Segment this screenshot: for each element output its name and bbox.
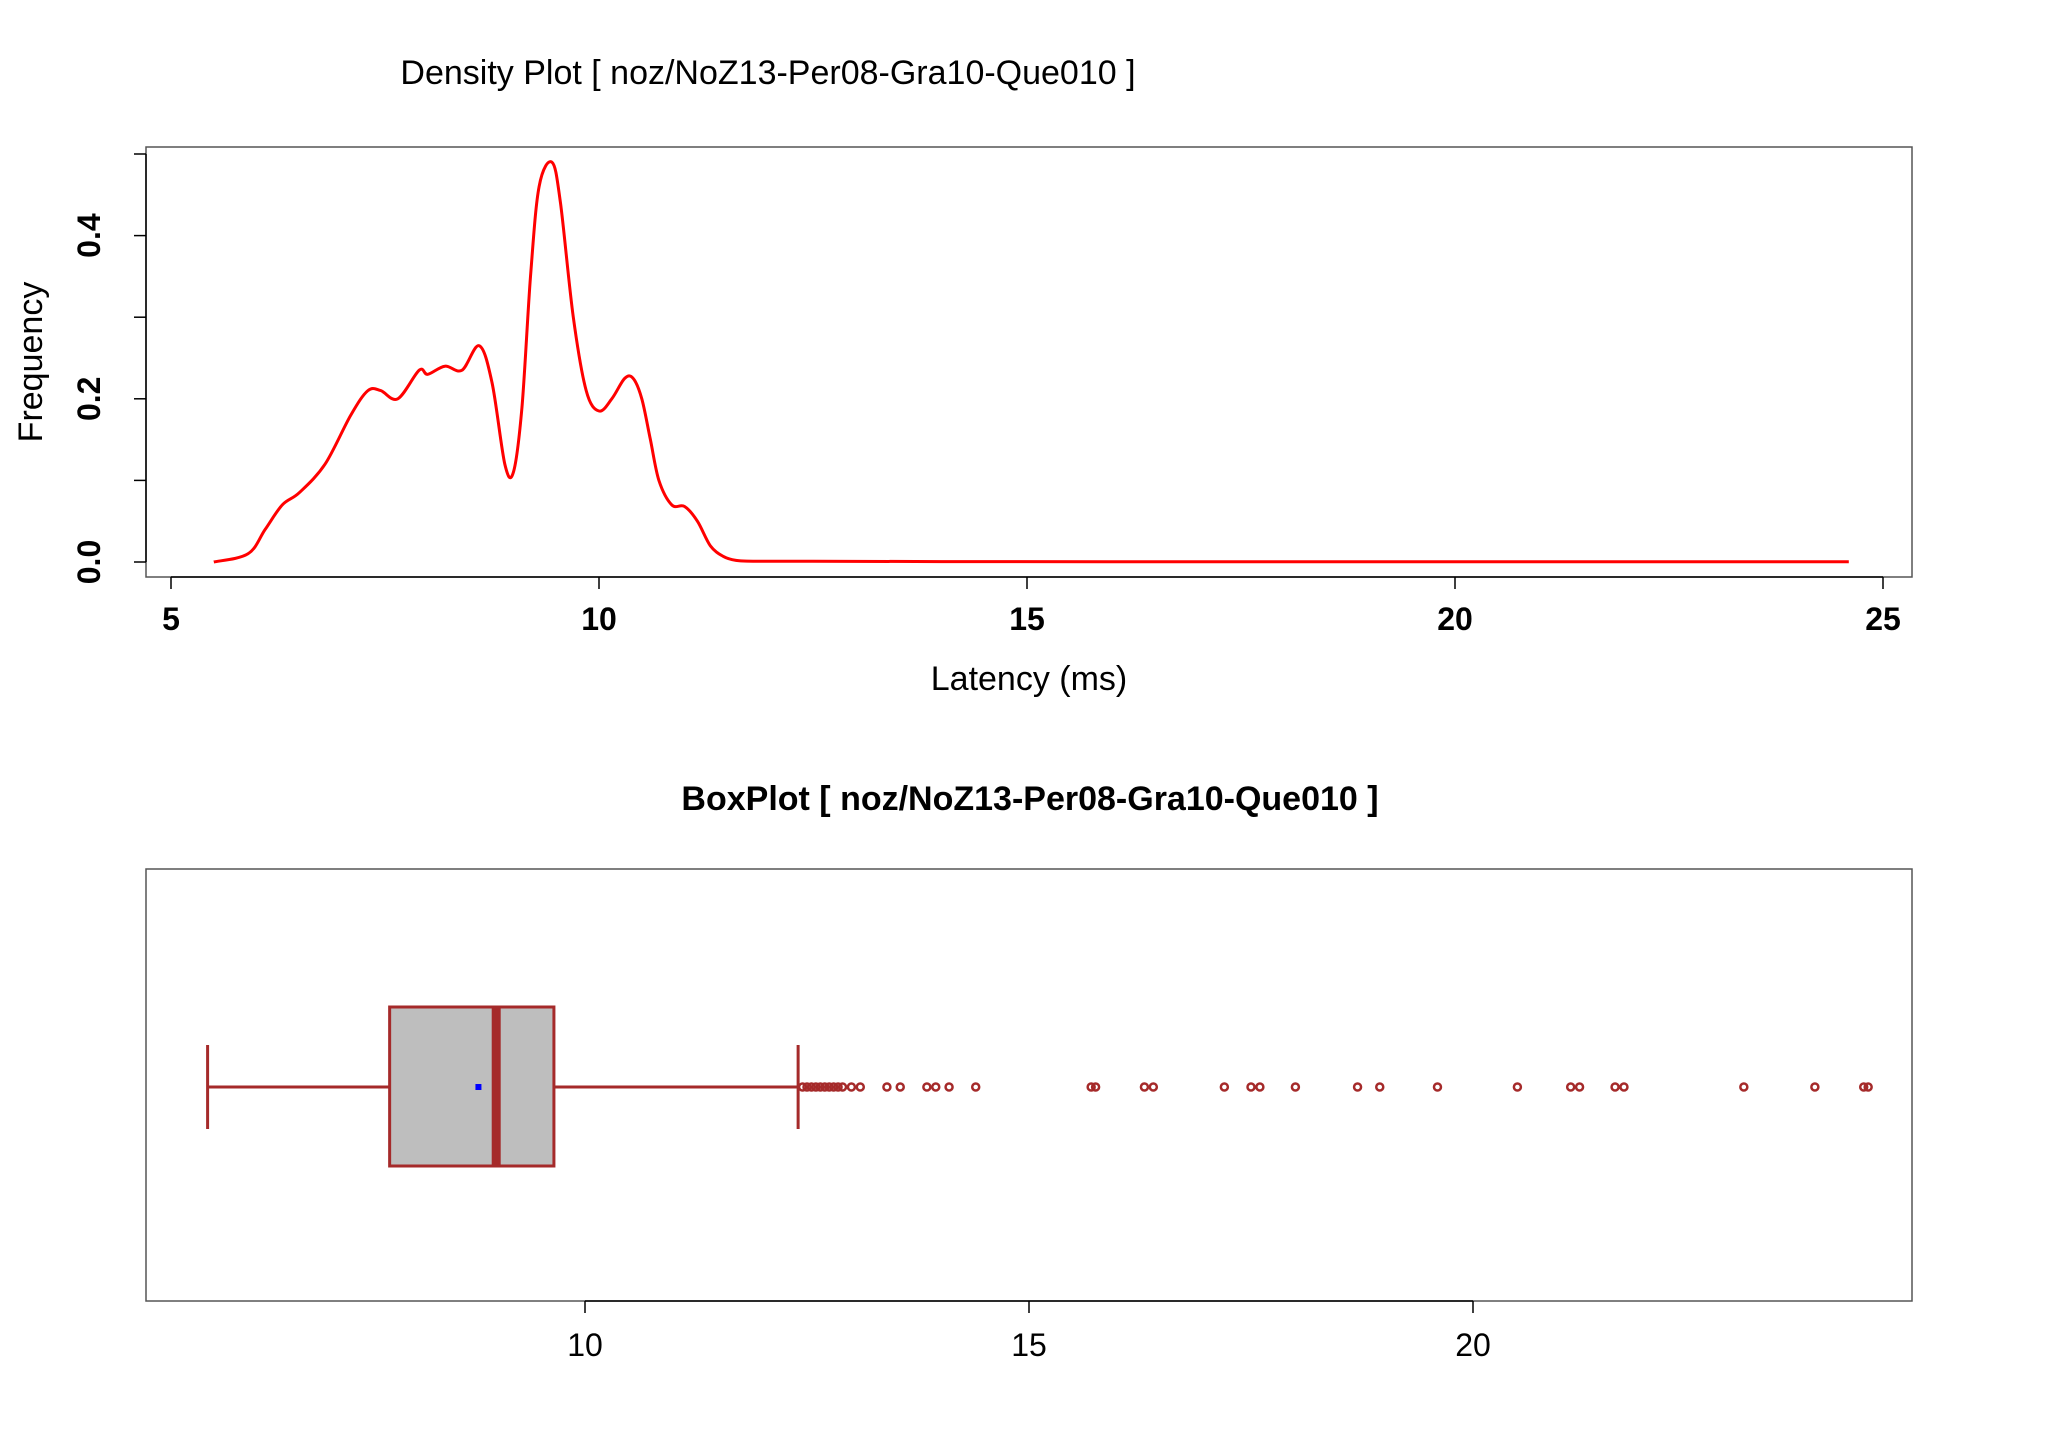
box-outlier-point [802, 1082, 812, 1092]
box-plot: BoxPlot [ noz/NoZ13-Per08-Gra10-Que010 ]… [145, 780, 1913, 1363]
box-outlier-point [1090, 1082, 1101, 1092]
box-outlier-point [824, 1082, 834, 1092]
box-outlier-point [855, 1082, 866, 1092]
box-outlier-point [1290, 1082, 1301, 1092]
density-x-tick-label: 5 [162, 601, 180, 637]
box-x-tick-label: 20 [1455, 1327, 1491, 1363]
box-outlier-point [1863, 1082, 1873, 1092]
box-outlier-point [806, 1082, 817, 1092]
density-y-axis: 0.0 0.2 0.4 [71, 153, 147, 584]
density-y-tick-label: 0.0 [71, 540, 107, 584]
box-outlier-point [1375, 1082, 1385, 1092]
density-x-tick-label: 25 [1865, 601, 1901, 637]
density-title: Density Plot [ noz/NoZ13-Per08-Gra10-Que… [400, 54, 1135, 92]
box-iqr [388, 1005, 556, 1168]
density-plot-frame [145, 146, 1913, 578]
box-outlier-point [922, 1082, 932, 1092]
density-plot: Density Plot [ noz/NoZ13-Per08-Gra10-Que… [12, 54, 1913, 698]
box-outlier-point [815, 1082, 826, 1092]
box-outlier-point [1352, 1082, 1363, 1092]
density-y-axis-label: Frequency [12, 282, 50, 443]
density-y-tick-label: 0.2 [71, 377, 107, 421]
box-outlier-point [1574, 1082, 1585, 1092]
box-outlier-point [1512, 1082, 1523, 1092]
box-outlier-point [1610, 1082, 1620, 1092]
density-x-tick-label: 15 [1009, 601, 1045, 637]
box-outlier-point [882, 1082, 892, 1092]
density-x-axis: 5 10 15 20 25 [162, 576, 1901, 637]
box-outlier-point [846, 1082, 857, 1092]
density-x-tick-label: 10 [581, 601, 617, 637]
box-elements [206, 1005, 1873, 1168]
box-outlier-point [833, 1082, 843, 1092]
density-x-axis-label: Latency (ms) [931, 660, 1128, 698]
box-outlier-point [1565, 1082, 1576, 1092]
box-outlier-point [1139, 1082, 1150, 1092]
box-outlier-point [1086, 1082, 1096, 1092]
density-curve [213, 160, 1849, 564]
box-outlier-point [931, 1082, 941, 1092]
box-outlier-point [1255, 1082, 1265, 1092]
box-outlier-point [837, 1082, 848, 1092]
box-outlier-point [1246, 1082, 1256, 1092]
box-x-tick-label: 10 [567, 1327, 603, 1363]
box-outlier-point [1219, 1082, 1230, 1092]
box-outlier-point [1432, 1082, 1443, 1092]
box-outlier-point [970, 1082, 981, 1092]
box-outlier-point [1619, 1082, 1629, 1092]
box-outlier-point [820, 1082, 830, 1092]
box-outlier-point [944, 1082, 954, 1092]
box-x-tick-label: 15 [1011, 1327, 1047, 1363]
box-outlier-point [811, 1082, 821, 1092]
box-outlier-point [1858, 1082, 1869, 1092]
box-x-axis: 10 15 20 [567, 1300, 1491, 1363]
box-title: BoxPlot [ noz/NoZ13-Per08-Gra10-Que010 ] [681, 780, 1378, 818]
density-y-tick-label: 0.4 [71, 213, 107, 258]
box-outlier-point [797, 1082, 808, 1092]
box-outlier-point [828, 1082, 839, 1092]
box-outlier-point [1739, 1082, 1749, 1092]
box-outlier-point [895, 1082, 905, 1092]
box-outlier-point [1148, 1082, 1159, 1092]
box-outlier-point [1810, 1082, 1820, 1092]
density-x-tick-label: 20 [1437, 601, 1473, 637]
box-mean-marker [475, 1084, 482, 1090]
